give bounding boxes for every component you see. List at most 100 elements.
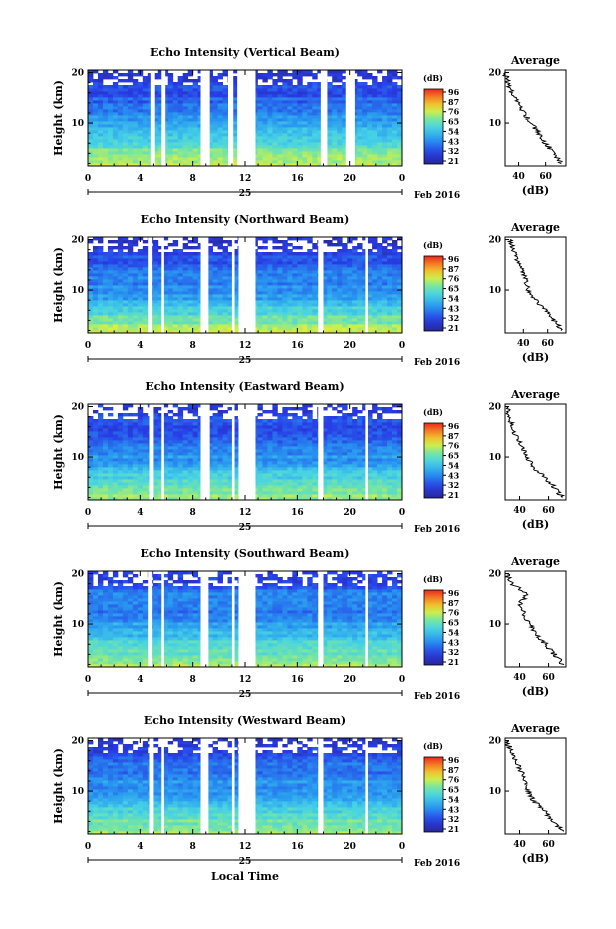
heatmap-cell — [207, 154, 213, 158]
heatmap-cell — [207, 494, 213, 498]
heatmap-cell — [157, 497, 164, 501]
heatmap-cell — [272, 154, 278, 158]
heatmap-cell — [387, 497, 393, 501]
heatmap-cell — [387, 127, 393, 131]
heatmap-cell — [292, 252, 298, 256]
heatmap-cell — [132, 303, 139, 307]
heatmap-cell — [232, 258, 238, 262]
heatmap-cell — [322, 306, 328, 310]
heatmap-cell — [367, 73, 373, 77]
heatmap-cell — [282, 109, 288, 113]
heatmap-cell — [322, 452, 328, 456]
heatmap-field — [88, 237, 403, 334]
heatmap-cell — [187, 112, 194, 116]
heatmap-cell — [387, 300, 393, 304]
heatmap-cell — [277, 294, 283, 298]
heatmap-cell — [382, 139, 388, 143]
heatmap-cell — [102, 273, 109, 277]
heatmap-cell — [392, 139, 398, 143]
heatmap-cell — [137, 130, 144, 134]
heatmap-cell — [327, 139, 333, 143]
heatmap-cell — [92, 255, 99, 259]
heatmap-cell — [102, 312, 109, 316]
heatmap-cell — [382, 464, 388, 468]
heatmap-cell — [267, 488, 273, 492]
heatmap-cell — [187, 255, 194, 259]
heatmap-cell — [132, 318, 139, 322]
heatmap-cell — [377, 485, 383, 489]
heatmap-cell — [222, 127, 228, 131]
heatmap-cell — [367, 133, 373, 137]
heatmap-cell — [272, 467, 278, 471]
heatmap-cell — [262, 270, 268, 274]
heatmap-cell — [392, 330, 398, 334]
heatmap-cell — [377, 276, 383, 280]
heatmap-cell — [207, 312, 213, 316]
heatmap-cell — [212, 318, 218, 322]
heatmap-cell — [182, 145, 189, 149]
heatmap-cell — [137, 88, 144, 92]
heatmap-cell — [262, 494, 268, 498]
heatmap-cell — [307, 133, 313, 137]
heatmap-cell — [152, 273, 159, 277]
heatmap-cell — [107, 163, 114, 167]
heatmap-cell — [312, 151, 318, 155]
heatmap-cell — [282, 461, 288, 465]
heatmap-cell — [347, 321, 353, 325]
heatmap-cell — [342, 88, 348, 92]
heatmap-cell — [112, 109, 119, 113]
heatmap-cell — [287, 249, 293, 253]
heatmap-cell — [277, 291, 283, 295]
heatmap-cell — [97, 130, 104, 134]
heatmap-cell — [357, 73, 363, 77]
heatmap-cell — [217, 470, 223, 474]
heatmap-cell — [117, 285, 124, 289]
heatmap-cell — [132, 255, 139, 259]
heatmap-cell — [192, 330, 199, 334]
heatmap-cell — [132, 127, 139, 131]
heatmap-cell — [122, 264, 129, 268]
heatmap-cell — [292, 145, 298, 149]
heatmap-cell — [132, 497, 139, 501]
heatmap-cell — [272, 94, 278, 98]
heatmap-cell — [397, 100, 403, 104]
heatmap-cell — [347, 303, 353, 307]
heatmap-cell — [207, 300, 213, 304]
heatmap-cell — [272, 276, 278, 280]
heatmap-cell — [107, 455, 114, 459]
heatmap-cell — [107, 285, 114, 289]
heatmap-cell — [112, 124, 119, 128]
heatmap-cell — [127, 127, 134, 131]
heatmap-cell — [352, 252, 358, 256]
heatmap-cell — [227, 270, 233, 274]
heatmap-cell — [122, 485, 129, 489]
heatmap-cell — [117, 133, 124, 137]
heatmap-cell — [257, 324, 263, 328]
heatmap-cell — [312, 467, 318, 471]
heatmap-cell — [192, 261, 199, 265]
heatmap-cell — [107, 300, 114, 304]
heatmap-cell — [257, 94, 263, 98]
heatmap-cell — [187, 106, 194, 110]
heatmap-cell — [212, 476, 218, 480]
heatmap-cell — [312, 115, 318, 119]
heatmap-cell — [327, 300, 333, 304]
heatmap-cell — [342, 488, 348, 492]
heatmap-cell — [267, 88, 273, 92]
heatmap-cell — [152, 300, 159, 304]
heatmap-cell — [192, 255, 199, 259]
heatmap-cell — [372, 491, 378, 495]
heatmap-cell — [222, 315, 228, 319]
heatmap-cell — [302, 318, 308, 322]
heatmap-cell — [337, 157, 343, 161]
heatmap-cell — [182, 306, 189, 310]
heatmap-cell — [292, 315, 298, 319]
heatmap-cell — [297, 470, 303, 474]
heatmap-cell — [197, 488, 204, 492]
heatmap-cell — [267, 130, 273, 134]
heatmap-cell — [357, 258, 363, 262]
heatmap-cell — [132, 97, 139, 101]
heatmap-cell — [162, 148, 169, 152]
heatmap-cell — [187, 118, 194, 122]
